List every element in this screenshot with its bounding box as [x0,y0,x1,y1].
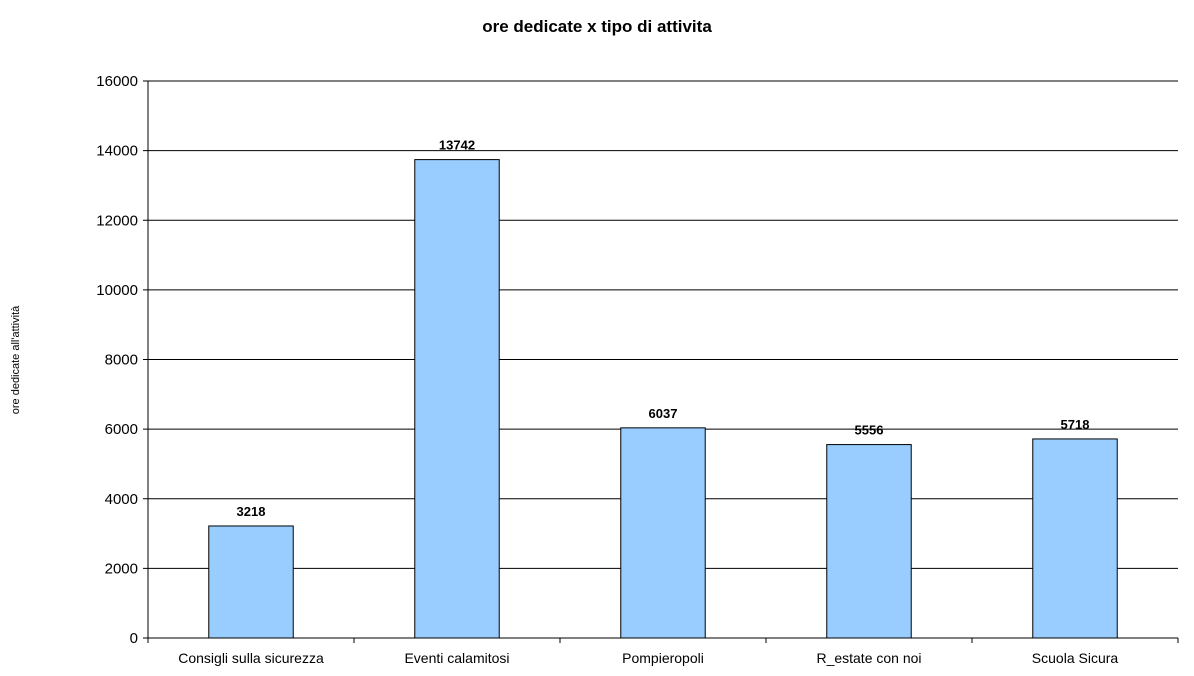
chart-title: ore dedicate x tipo di attivita [482,17,712,36]
y-tick-label: 4000 [105,491,138,508]
category-label: Eventi calamitosi [404,650,509,666]
y-tick-label: 12000 [96,212,138,229]
y-axis-label: ore dedicate all'attività [10,305,22,414]
y-tick-label: 8000 [105,352,138,369]
category-label: Consigli sulla sicurezza [178,650,324,666]
data-label: 6037 [649,406,678,421]
y-tick-label: 16000 [96,73,138,90]
category-label: Pompieropoli [622,650,704,666]
bar [826,444,912,639]
bar [414,159,500,639]
data-label: 5718 [1061,417,1090,432]
bar [208,525,294,639]
data-label: 13742 [439,138,475,153]
data-labels: 3218 13742 6037 5556 5718 [237,138,1090,519]
data-label: 3218 [237,504,266,519]
y-tick-label: 14000 [96,143,138,160]
y-tick-label: 6000 [105,421,138,438]
category-label: Scuola Sicura [1032,650,1119,666]
y-tick-label: 2000 [105,560,138,577]
bars [208,159,1118,639]
axes [143,80,1179,643]
y-tick-labels: 0 2000 4000 6000 8000 10000 12000 14000 16000 [96,73,138,647]
category-labels: Consigli sulla sicurezza Eventi calamitos… [178,650,1118,666]
bar [620,427,706,639]
category-label: R_estate con noi [816,650,921,666]
y-tick-label: 10000 [96,282,138,299]
y-tick-label: 0 [130,630,138,647]
bar [1032,438,1118,639]
data-label: 5556 [855,423,884,438]
